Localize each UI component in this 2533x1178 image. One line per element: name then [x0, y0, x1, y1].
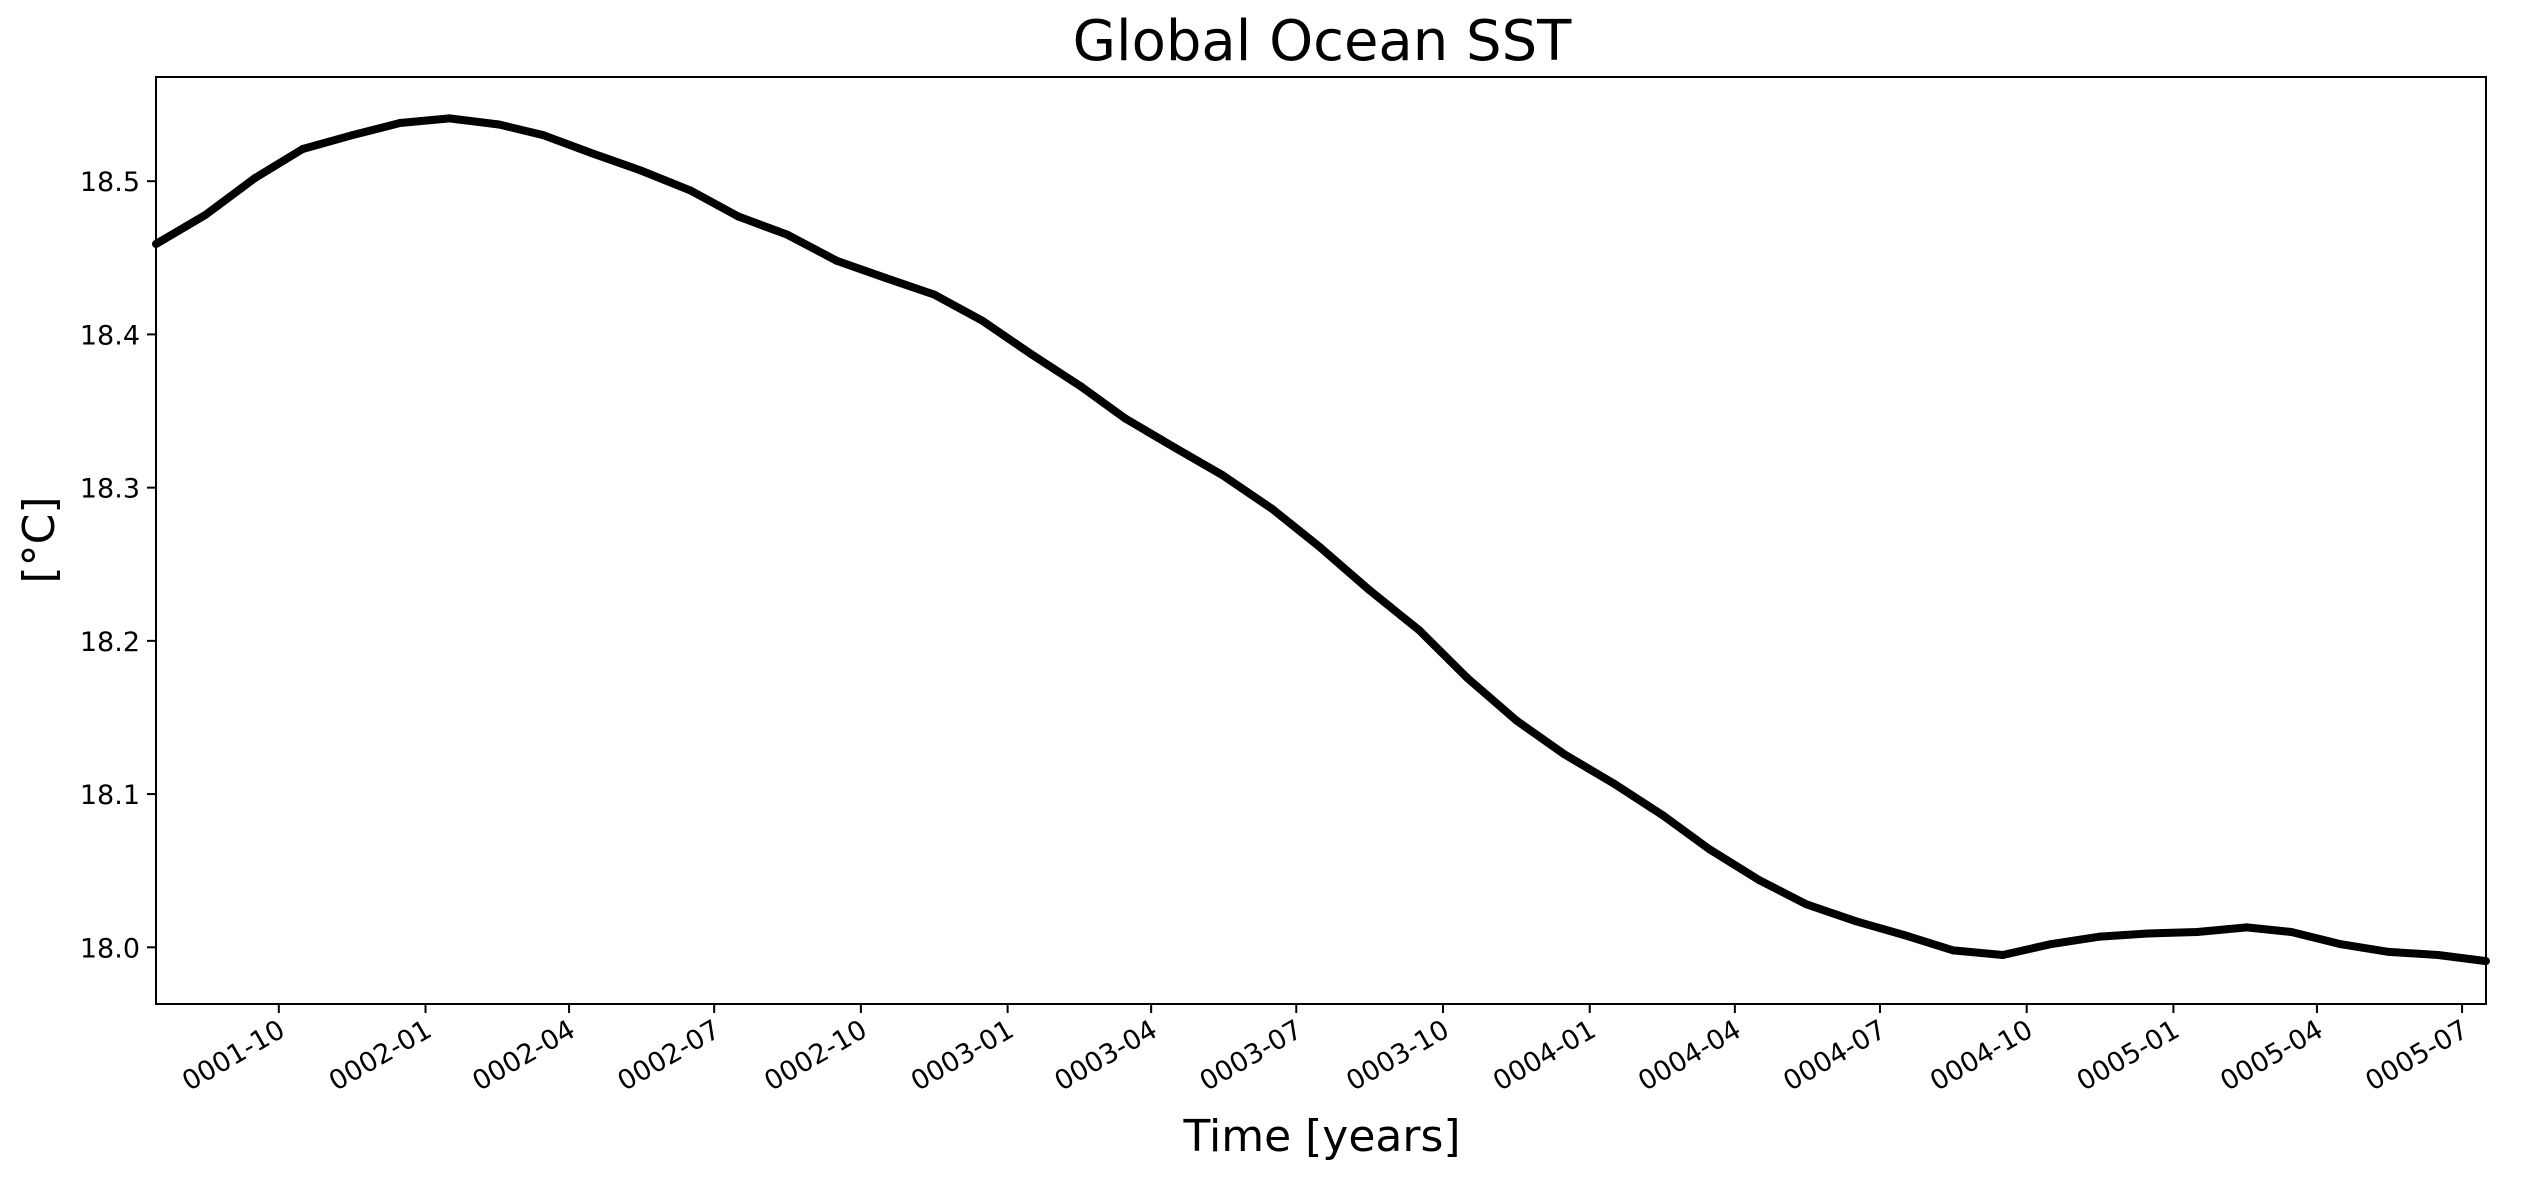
data-point [1560, 750, 1569, 759]
data-point [1512, 716, 1521, 725]
data-point [445, 114, 454, 123]
data-point [201, 210, 210, 219]
data-point [1316, 543, 1325, 552]
data-point [783, 230, 792, 239]
data-point [930, 290, 939, 299]
data-point [1899, 931, 1908, 939]
data-point [1609, 779, 1618, 788]
data-point [2242, 923, 2251, 932]
y-tick-label: 18.3 [80, 474, 140, 505]
data-point [1852, 917, 1861, 926]
x-axis-label: Time [years] [1182, 1111, 1460, 1162]
data-point [2287, 928, 2296, 936]
data-point [1027, 350, 1036, 359]
data-point [880, 273, 889, 282]
data-point [1121, 414, 1130, 423]
data-point [2193, 928, 2202, 936]
y-tick-label: 18.0 [80, 933, 140, 964]
data-point [2046, 940, 2055, 949]
data-point [2143, 929, 2152, 938]
data-point [2384, 947, 2393, 956]
y-tick-label: 18.2 [80, 627, 140, 658]
data-point [1705, 845, 1714, 854]
data-point [2096, 932, 2105, 941]
data-point [1754, 875, 1763, 884]
data-point [978, 316, 987, 325]
y-axis-ticks: 18.0 18.1 18.2 18.3 18.4 18.5 [80, 167, 156, 964]
data-point [1659, 811, 1668, 820]
data-point [2434, 951, 2443, 959]
y-axis-label: [°C] [14, 496, 65, 583]
data-point [494, 120, 503, 129]
data-point [250, 174, 259, 183]
data-point [1802, 900, 1811, 909]
data-point [1218, 471, 1227, 480]
data-point [1949, 946, 1958, 955]
y-tick-label: 18.5 [80, 167, 140, 198]
data-point [2336, 940, 2345, 949]
data-point [348, 131, 357, 140]
data-points [152, 114, 2490, 966]
chart-title: Global Ocean SST [1073, 9, 1572, 74]
data-point [1462, 673, 1471, 682]
data-point [298, 145, 307, 153]
plot-area-frame [155, 76, 2487, 1005]
data-point [686, 186, 695, 195]
data-point [833, 256, 841, 265]
data-point [589, 149, 597, 158]
data-point [1077, 382, 1085, 391]
data-point [396, 119, 404, 127]
y-tick-label: 18.1 [80, 780, 140, 811]
data-point [636, 166, 645, 175]
data-point [1415, 626, 1424, 635]
data-point [1998, 951, 2007, 959]
data-point [1365, 586, 1374, 595]
data-point [539, 131, 548, 140]
data-point [734, 212, 743, 221]
y-tick-label: 18.4 [80, 320, 140, 351]
data-point [1268, 505, 1277, 514]
data-point [1171, 443, 1180, 452]
